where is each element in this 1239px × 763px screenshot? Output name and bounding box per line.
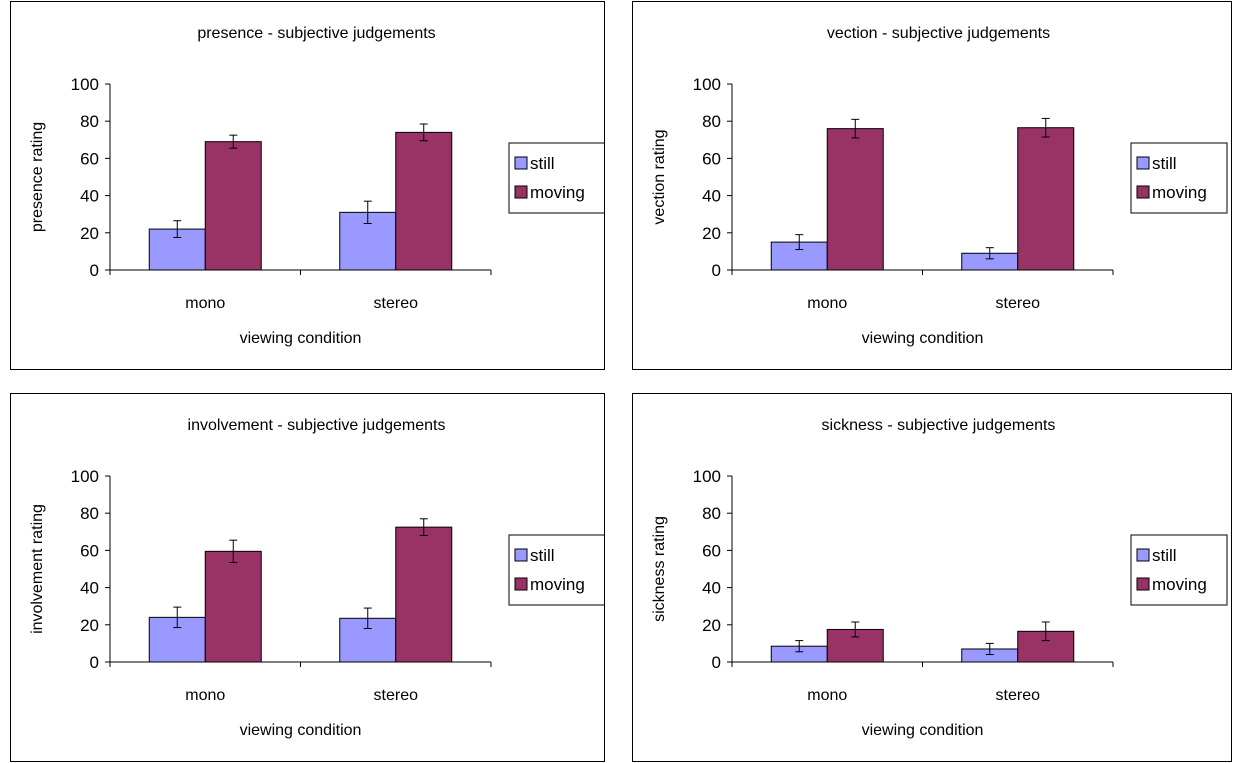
legend-box <box>508 142 604 214</box>
chart-panel-presence: presence - subjective judgements 0 20 40 60 8… <box>10 1 605 370</box>
chart-svg: presence - subjective judgements 0 20 40 60 8… <box>29 25 604 347</box>
legend-label-still: still <box>1152 154 1177 173</box>
y-tick-label: 40 <box>702 579 721 598</box>
bar-moving-mono <box>204 141 262 271</box>
y-tick-label: 60 <box>702 149 721 168</box>
y-tick-label: 0 <box>712 261 721 280</box>
y-tick-label: 40 <box>80 579 99 598</box>
y-tick-label: 100 <box>71 75 99 94</box>
legend-swatch-still <box>1136 548 1150 562</box>
y-tick-label: 60 <box>702 541 721 560</box>
x-axis-label: viewing condition <box>240 330 362 347</box>
x-axis-label: viewing condition <box>862 722 984 739</box>
x-tick-label-mono: mono <box>807 295 847 312</box>
y-tick-label: 80 <box>80 112 99 131</box>
bar-moving-stereo <box>1017 127 1075 271</box>
legend-label-still: still <box>530 154 555 173</box>
chart-title: presence - subjective judgements <box>197 25 435 42</box>
bar-moving-stereo <box>395 526 453 663</box>
x-tick-label-stereo: stereo <box>996 687 1041 704</box>
y-tick-label: 80 <box>80 504 99 523</box>
legend-box <box>1130 534 1228 606</box>
x-tick-label-stereo: stereo <box>374 687 419 704</box>
y-tick-label: 0 <box>712 653 721 672</box>
y-tick-label: 80 <box>702 112 721 131</box>
chart-title: vection - subjective judgements <box>827 25 1050 42</box>
legend-label-moving: moving <box>530 183 585 202</box>
legend: still moving <box>1130 534 1228 606</box>
chart-title: sickness - subjective judgements <box>822 417 1056 434</box>
bar-moving-mono <box>204 550 262 663</box>
legend-box <box>1130 142 1228 214</box>
y-axis-label: presence rating <box>29 122 46 232</box>
chart-panel-sickness: sickness - subjective judgements 0 20 40 60 8… <box>632 393 1232 762</box>
y-tick-label: 100 <box>693 467 721 486</box>
legend-box <box>508 534 604 606</box>
y-tick-label: 80 <box>702 504 721 523</box>
legend-swatch-still <box>514 548 528 562</box>
y-tick-label: 40 <box>702 187 721 206</box>
x-tick-label-stereo: stereo <box>996 295 1041 312</box>
x-tick-label-stereo: stereo <box>374 295 419 312</box>
y-tick-label: 20 <box>80 224 99 243</box>
y-tick-label: 20 <box>80 616 99 635</box>
y-tick-label: 60 <box>80 149 99 168</box>
legend-label-moving: moving <box>1152 575 1207 594</box>
x-tick-label-mono: mono <box>185 295 225 312</box>
y-tick-label: 100 <box>71 467 99 486</box>
legend-swatch-moving <box>514 577 528 591</box>
chart-svg: involvement - subjective judgements 0 20 40… <box>29 417 604 739</box>
legend-label-moving: moving <box>1152 183 1207 202</box>
chart-panel-vection: vection - subjective judgements 0 20 40 60 80… <box>632 1 1232 370</box>
x-tick-label-mono: mono <box>807 687 847 704</box>
x-axis-label: viewing condition <box>862 330 984 347</box>
y-tick-label: 20 <box>702 224 721 243</box>
legend-swatch-still <box>1136 156 1150 170</box>
legend-label-still: still <box>530 546 555 565</box>
legend-swatch-moving <box>1136 185 1150 199</box>
legend-swatch-moving <box>1136 577 1150 591</box>
y-axis-label: vection rating <box>651 129 668 224</box>
bar-moving-stereo <box>395 131 453 271</box>
y-tick-label: 20 <box>702 616 721 635</box>
y-tick-label: 60 <box>80 541 99 560</box>
legend-swatch-still <box>514 156 528 170</box>
x-tick-label-mono: mono <box>185 687 225 704</box>
legend: still moving <box>1130 142 1228 214</box>
legend: still moving <box>508 142 604 214</box>
chart-title: involvement - subjective judgements <box>188 417 446 434</box>
chart-svg: sickness - subjective judgements 0 20 40 60 8… <box>651 417 1228 739</box>
x-axis-label: viewing condition <box>240 722 362 739</box>
legend-swatch-moving <box>514 185 528 199</box>
chart-svg: vection - subjective judgements 0 20 40 60 80… <box>651 25 1228 347</box>
y-tick-label: 100 <box>693 75 721 94</box>
legend: still moving <box>508 534 604 606</box>
chart-panel-involvement: involvement - subjective judgements 0 20 40… <box>10 393 605 762</box>
y-axis-label: involvement rating <box>29 504 46 634</box>
y-tick-label: 40 <box>80 187 99 206</box>
y-axis-label: sickness rating <box>651 516 668 622</box>
y-tick-label: 0 <box>90 653 99 672</box>
legend-label-still: still <box>1152 546 1177 565</box>
legend-label-moving: moving <box>530 575 585 594</box>
y-tick-label: 0 <box>90 261 99 280</box>
bar-moving-mono <box>826 128 884 271</box>
